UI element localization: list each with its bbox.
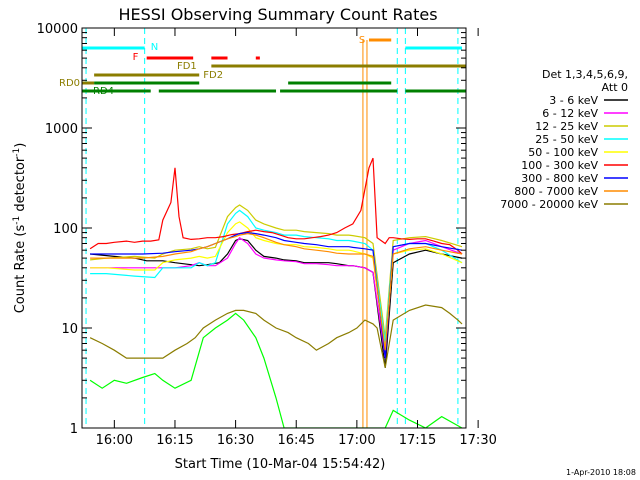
y-axis-label: Count Rate (s-1 detector-1)	[12, 143, 28, 314]
series-line-1	[90, 236, 463, 359]
y-axis-label-sup2: -1	[12, 148, 22, 157]
y-tick-label: 10	[61, 322, 78, 337]
series-line-7	[90, 232, 463, 351]
y-axis-label-part1: Count Rate (s	[13, 225, 28, 314]
annotation-label: N	[151, 42, 158, 53]
annotation-label: RD0	[59, 78, 80, 89]
legend-label: 12 - 25 keV	[535, 120, 598, 133]
x-axis: 16:00 16:15 16:30 16:45 17:00 17:15 17:30	[96, 28, 497, 448]
y-axis-label-part2: detector	[13, 156, 28, 216]
series-line-8	[89, 304, 463, 368]
y-axis: 1 10 100 1000 10000	[37, 22, 466, 437]
series-group	[82, 28, 466, 428]
legend-title-2: Att 0	[602, 81, 628, 94]
annotation-label: S	[359, 35, 365, 46]
y-axis-label-part3: )	[13, 143, 28, 148]
footer-timestamp: 1-Apr-2010 18:08	[566, 468, 636, 477]
annotation-label: F	[133, 52, 139, 63]
legend-label: 3 - 6 keV	[549, 94, 598, 107]
y-tick-label: 100	[53, 222, 78, 237]
legend-label: 100 - 300 keV	[521, 159, 598, 172]
series-line-3	[90, 209, 463, 344]
series-line-0	[90, 238, 463, 368]
chart-title: HESSI Observing Summary Count Rates	[118, 5, 437, 24]
series-line-2	[90, 204, 463, 338]
x-axis-label: Start Time (10-Mar-04 15:54:42)	[175, 457, 386, 472]
x-tick-label: 16:00	[96, 433, 133, 448]
x-tick-label: 17:00	[338, 433, 375, 448]
plot-area: N F FD1 FD2 RD0 RD4 S	[59, 28, 466, 428]
y-axis-label-sup1: -1	[12, 216, 22, 225]
x-tick-label: 16:30	[217, 433, 254, 448]
y-tick-label: 1000	[45, 122, 78, 137]
x-tick-label: 17:15	[399, 433, 436, 448]
x-tick-label: 16:45	[277, 433, 314, 448]
annotation-label: FD2	[203, 70, 223, 81]
x-tick-label: 17:30	[459, 433, 496, 448]
legend-label: 800 - 7000 keV	[514, 185, 598, 198]
legend-label: 50 - 100 keV	[528, 146, 598, 159]
legend-label: 7000 - 20000 keV	[500, 198, 598, 211]
legend-title-1: Det 1,3,4,5,6,9,	[542, 68, 628, 81]
annotation-label: FD1	[177, 61, 197, 72]
series-line-9	[89, 312, 463, 428]
legend-label: 300 - 800 keV	[521, 172, 598, 185]
y-tick-label: 10000	[37, 22, 78, 37]
legend-label: 6 - 12 keV	[542, 107, 598, 120]
y-tick-label: 1	[70, 422, 78, 437]
annotation-label: RD4	[93, 86, 114, 97]
x-tick-label: 16:15	[156, 433, 193, 448]
legend-label: 25 - 50 keV	[535, 133, 598, 146]
series-line-5	[89, 157, 463, 255]
